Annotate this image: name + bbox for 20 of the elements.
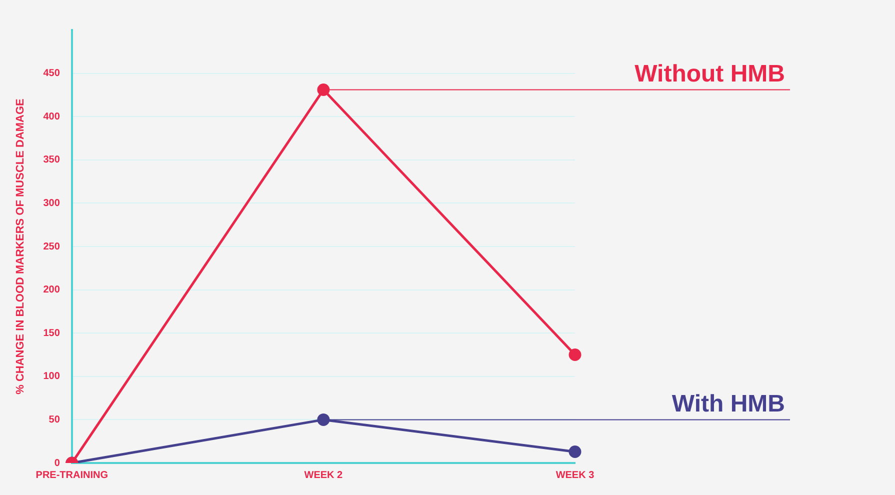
y-tick-label: 100	[43, 371, 60, 382]
text: With HMB	[672, 390, 785, 418]
y-tick-label: 50	[48, 414, 60, 426]
y-tick-label: 400	[43, 111, 60, 122]
y-tick-label: 350	[43, 154, 60, 166]
text: Without HMB	[634, 60, 785, 88]
x-tick-label: WEEK 3	[556, 470, 595, 481]
point	[317, 84, 330, 96]
y-tick-label: 450	[43, 68, 60, 80]
point	[568, 348, 582, 361]
y-tick-label: 250	[43, 241, 60, 252]
x-tick-label: PRE-TRAINING	[36, 470, 108, 481]
y-tick-label: 200	[43, 284, 60, 296]
x-tick-label: WEEK 2	[304, 470, 344, 481]
point	[317, 413, 330, 426]
point	[568, 445, 582, 458]
y-tick-label: 300	[43, 198, 60, 209]
y-tick-label: 150	[43, 328, 60, 339]
y-axis-title: % CHANGE IN BLOOD MARKERS OF MUSCLE DAMAGE	[14, 98, 27, 394]
y-tick-label: 0	[54, 458, 60, 469]
